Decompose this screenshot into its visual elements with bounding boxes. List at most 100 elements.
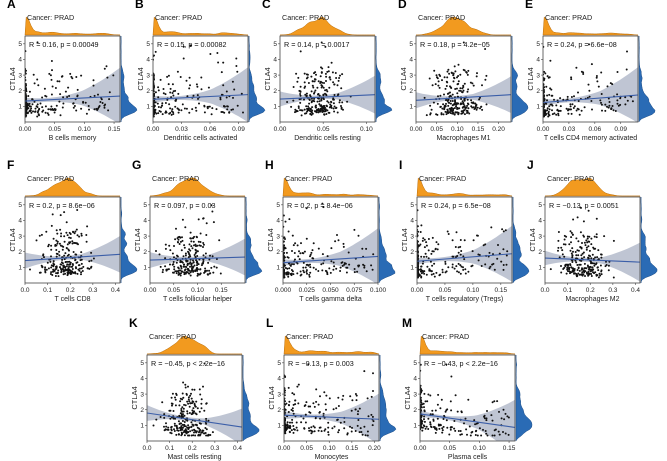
data-point <box>607 106 610 109</box>
data-point <box>306 109 309 112</box>
data-point <box>481 84 483 87</box>
data-point <box>299 270 302 273</box>
data-point <box>196 264 198 267</box>
data-point <box>183 434 186 437</box>
data-point <box>300 242 302 245</box>
x-tick-label: 0.15 <box>472 126 485 133</box>
data-point <box>307 405 310 408</box>
data-point <box>172 90 175 93</box>
data-point <box>548 93 551 96</box>
data-point <box>417 251 419 254</box>
data-point <box>433 262 436 265</box>
data-point <box>299 274 302 277</box>
data-point <box>438 86 441 89</box>
data-point <box>302 417 305 420</box>
data-point <box>56 253 59 255</box>
data-point <box>322 206 325 209</box>
data-point <box>493 434 496 437</box>
data-point <box>572 270 575 273</box>
data-point <box>597 85 600 88</box>
data-point <box>430 108 433 111</box>
data-point <box>207 273 209 276</box>
panel-title-I: Cancer: PRAD <box>419 174 466 183</box>
x-tick-label: 0.10 <box>451 126 464 133</box>
data-point <box>161 401 164 404</box>
data-point <box>295 72 298 75</box>
data-point <box>194 429 197 432</box>
data-point <box>294 258 296 261</box>
data-point <box>556 108 559 111</box>
data-point <box>65 247 68 250</box>
data-point <box>455 103 458 106</box>
data-point <box>498 433 501 436</box>
data-point <box>108 98 111 101</box>
data-point <box>336 84 339 87</box>
data-point <box>463 98 466 101</box>
data-point <box>604 109 607 112</box>
data-point <box>76 234 79 237</box>
data-point <box>326 255 329 258</box>
data-point <box>213 265 216 268</box>
data-point <box>75 109 78 112</box>
data-point <box>461 100 464 103</box>
data-point <box>64 268 67 271</box>
data-point <box>169 91 172 94</box>
data-point <box>324 106 326 109</box>
data-point <box>319 417 322 420</box>
data-point <box>31 103 34 106</box>
data-point <box>543 105 545 108</box>
data-point <box>65 265 68 268</box>
data-point <box>292 428 295 431</box>
data-point <box>548 108 551 111</box>
y-tick-label: 2 <box>18 88 22 95</box>
data-point <box>362 263 365 266</box>
x-tick-label: 0.10 <box>323 445 336 452</box>
data-point <box>307 363 310 366</box>
data-point <box>208 258 211 261</box>
data-point <box>342 108 344 111</box>
data-point <box>200 88 203 91</box>
data-point <box>459 272 462 275</box>
data-point <box>191 247 194 250</box>
y-tick-label: 5 <box>140 360 144 367</box>
data-point <box>170 96 173 99</box>
panel-letter-J: J <box>527 158 534 172</box>
data-point <box>577 249 580 252</box>
data-point <box>570 266 573 269</box>
top-density-E <box>542 16 639 36</box>
data-point <box>192 265 195 268</box>
top-density-F <box>24 177 120 197</box>
data-point <box>449 100 452 102</box>
data-point <box>26 102 29 105</box>
data-point <box>186 410 189 413</box>
correlation-annotation-D: R = 0.18, p = 4.2e−05 <box>420 40 490 49</box>
data-point <box>549 103 552 106</box>
x-tick-label: 0.00 <box>411 287 424 294</box>
data-point <box>58 80 61 83</box>
data-point <box>164 102 167 104</box>
y-tick-label: 1 <box>538 265 542 272</box>
data-point <box>597 276 600 279</box>
data-point <box>291 270 294 273</box>
data-point <box>472 102 475 105</box>
plot-frame-D <box>415 35 512 123</box>
data-point <box>612 109 615 112</box>
data-point <box>191 269 194 271</box>
data-point <box>418 273 421 276</box>
data-point <box>182 57 185 60</box>
data-point <box>50 266 53 269</box>
data-point <box>335 267 338 270</box>
top-density-D <box>416 16 511 36</box>
data-point <box>484 430 487 432</box>
data-point <box>336 418 339 421</box>
data-point <box>455 265 458 268</box>
data-point <box>420 421 423 424</box>
plot-frame-I <box>416 196 513 284</box>
data-point <box>72 264 74 266</box>
panel-letter-L: L <box>266 316 273 330</box>
data-point <box>611 105 614 107</box>
data-point <box>211 431 214 434</box>
panel-letter-A: A <box>7 0 16 11</box>
data-point <box>583 271 586 274</box>
data-point <box>60 270 63 273</box>
